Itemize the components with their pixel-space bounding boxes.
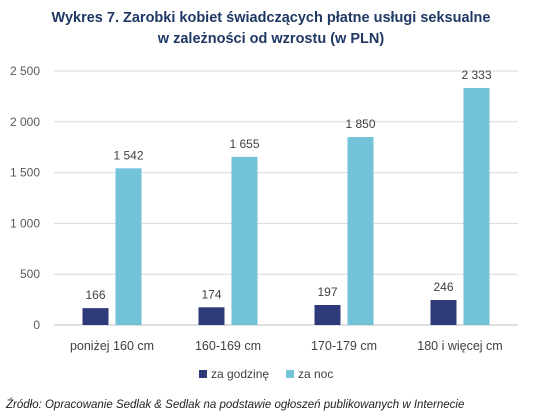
- x-tick-label: poniżej 160 cm: [70, 339, 154, 353]
- legend-label: za noc: [298, 367, 333, 381]
- legend-swatch: [199, 370, 207, 378]
- data-label: 246: [433, 280, 453, 294]
- y-tick-label: 1 000: [10, 216, 40, 230]
- y-axis-tick-labels: 0 500 1 000 1 500 2 000 2 500: [10, 64, 40, 332]
- data-label: 197: [317, 285, 337, 299]
- data-labels: 166 1 542 174 1 655 197 1 850 246 2 333: [85, 68, 491, 302]
- data-label: 1 542: [113, 148, 143, 162]
- chart-title: Wykres 7. Zarobki kobiet świadczących pł…: [0, 8, 542, 50]
- x-tick-label: 180 i więcej cm: [417, 339, 502, 353]
- y-tick-label: 1 500: [10, 166, 40, 180]
- data-label: 174: [201, 287, 221, 301]
- chart-title-line-2: w zależności od wzrostu (w PLN): [157, 31, 385, 47]
- source-note: Źródło: Opracowanie Sedlak & Sedlak na p…: [6, 399, 465, 411]
- bar: [430, 300, 457, 325]
- bar: [347, 137, 374, 325]
- legend: za godzinę za noc: [199, 367, 333, 381]
- data-label: 2 333: [461, 68, 491, 82]
- bar: [463, 87, 490, 326]
- chart-title-line-1: Wykres 7. Zarobki kobiet świadczących pł…: [51, 10, 491, 26]
- bar-chart: 0 500 1 000 1 500 2 000 2 500 166 1 542 174 1 65…: [10, 64, 518, 381]
- data-label: 1 850: [345, 117, 375, 131]
- bar: [82, 308, 109, 325]
- y-tick-label: 500: [20, 267, 40, 281]
- data-label: 166: [85, 288, 105, 302]
- bar: [198, 307, 225, 325]
- y-tick-label: 2 000: [10, 115, 40, 129]
- x-tick-label: 170-179 cm: [311, 339, 377, 353]
- x-axis-tick-labels: poniżej 160 cm 160-169 cm 170-179 cm 180 i …: [70, 339, 503, 353]
- y-tick-label: 0: [33, 318, 40, 332]
- data-label: 1 655: [229, 137, 259, 151]
- bar: [115, 168, 142, 325]
- y-tick-label: 2 500: [10, 64, 40, 78]
- bar: [314, 304, 341, 325]
- bars: [82, 87, 490, 326]
- legend-label: za godzinę: [211, 367, 269, 381]
- x-tick-label: 160-169 cm: [195, 339, 261, 353]
- legend-swatch: [286, 370, 294, 378]
- bar: [231, 156, 258, 325]
